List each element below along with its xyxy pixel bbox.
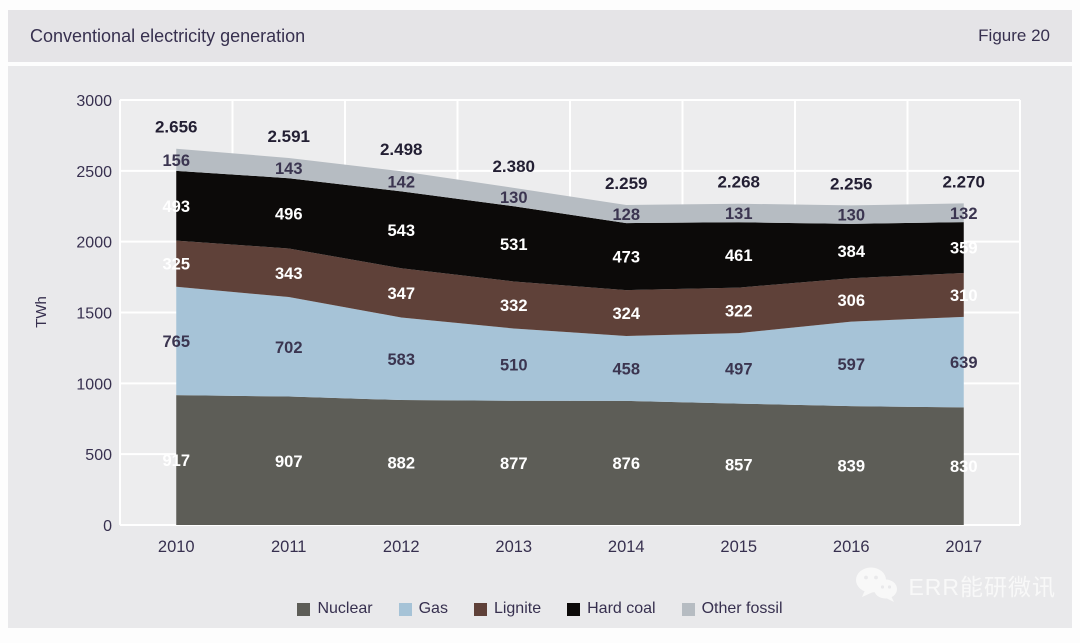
- legend-item-gas: Gas: [398, 600, 448, 618]
- area-series-hard-coal: [176, 170, 964, 291]
- total-label: 2.259: [605, 174, 648, 193]
- value-label-lignite: 347: [387, 285, 415, 303]
- value-label-nuclear: 857: [725, 456, 753, 474]
- legend-label: Hard coal: [587, 600, 656, 617]
- value-label-other-fossil: 156: [162, 152, 190, 170]
- value-label-other-fossil: 142: [387, 173, 415, 191]
- x-tick-label: 2014: [608, 538, 645, 556]
- y-tick-label: 3000: [76, 93, 112, 110]
- y-axis-unit: TWh: [33, 296, 50, 328]
- total-label: 2.268: [717, 173, 760, 192]
- y-tick-label: 1500: [76, 306, 112, 323]
- legend-label: Gas: [418, 600, 448, 617]
- y-tick-label: 2000: [76, 235, 112, 252]
- total-label: 2.498: [380, 140, 423, 159]
- legend-label: Lignite: [493, 600, 542, 617]
- wechat-icon: [856, 567, 898, 602]
- x-tick-label: 2017: [945, 538, 982, 556]
- y-tick-label: 0: [103, 518, 112, 535]
- total-label: 2.256: [830, 174, 873, 193]
- value-label-other-fossil: 130: [837, 207, 865, 225]
- total-label: 2.270: [942, 172, 985, 191]
- value-label-hard-coal: 496: [275, 205, 303, 223]
- value-label-nuclear: 830: [950, 458, 978, 476]
- area-series-nuclear: [176, 395, 964, 525]
- value-label-hard-coal: 384: [837, 243, 865, 261]
- legend-label: Other fossil: [701, 600, 783, 617]
- value-label-lignite: 310: [950, 287, 978, 305]
- value-label-gas: 458: [612, 360, 640, 378]
- legend-swatch: [398, 602, 412, 616]
- watermark-text: ERR能研微讯: [908, 574, 1056, 600]
- value-label-gas: 510: [500, 357, 528, 375]
- value-label-nuclear: 917: [162, 452, 190, 470]
- value-label-other-fossil: 130: [500, 189, 528, 207]
- area-series-lignite: [176, 240, 964, 337]
- legend-item-other-fossil: Other fossil: [681, 600, 783, 618]
- value-label-lignite: 324: [612, 305, 640, 323]
- value-label-hard-coal: 543: [387, 222, 415, 240]
- value-label-gas: 639: [950, 354, 978, 372]
- chart-panel: 3000 2500 2000 1500 1000 500 0 TWh 917 907 882 877 8…: [8, 66, 1072, 628]
- value-label-other-fossil: 128: [612, 206, 640, 224]
- chart-legend: Nuclear Gas Lignite Hard coal Other fossil: [8, 596, 1072, 622]
- legend-swatch: [297, 602, 311, 616]
- value-label-lignite: 332: [500, 297, 528, 315]
- area-series-other-fossil: [176, 148, 964, 224]
- y-tick-label: 500: [85, 447, 112, 464]
- value-label-nuclear: 876: [612, 455, 640, 473]
- value-label-nuclear: 882: [387, 455, 415, 473]
- value-label-lignite: 343: [275, 265, 303, 283]
- value-label-gas: 497: [725, 360, 753, 378]
- value-label-hard-coal: 359: [950, 240, 978, 258]
- value-label-gas: 702: [275, 339, 303, 357]
- legend-swatch: [681, 602, 695, 616]
- value-label-hard-coal: 493: [162, 198, 190, 216]
- legend-label: Nuclear: [317, 600, 373, 617]
- value-label-gas: 597: [837, 356, 865, 374]
- legend-swatch: [473, 602, 487, 616]
- value-label-other-fossil: 132: [950, 205, 978, 223]
- value-label-hard-coal: 531: [500, 236, 528, 254]
- value-label-lignite: 325: [162, 256, 190, 274]
- y-tick-label: 2500: [76, 164, 112, 181]
- area-series-gas: [176, 286, 964, 408]
- x-tick-label: 2015: [720, 538, 757, 556]
- legend-item-hard-coal: Hard coal: [567, 600, 656, 618]
- page-title: Conventional electricity generation: [30, 25, 306, 46]
- title-bar: Conventional electricity generation Figu…: [8, 10, 1072, 62]
- stacked-area-chart: 3000 2500 2000 1500 1000 500 0 TWh 917 907 882 877 8…: [33, 93, 1021, 556]
- value-label-gas: 583: [387, 351, 415, 369]
- legend-item-lignite: Lignite: [473, 600, 542, 618]
- total-label: 2.380: [492, 157, 535, 176]
- x-tick-label: 2016: [833, 538, 870, 556]
- value-label-hard-coal: 461: [725, 247, 753, 265]
- value-label-nuclear: 877: [500, 455, 528, 473]
- value-label-nuclear: 839: [837, 458, 865, 476]
- total-label: 2.656: [155, 118, 198, 137]
- legend-item-nuclear: Nuclear: [297, 600, 373, 618]
- x-tick-label: 2013: [495, 538, 532, 556]
- x-tick-label: 2010: [158, 538, 195, 556]
- total-label: 2.591: [267, 127, 310, 146]
- value-label-nuclear: 907: [275, 453, 303, 471]
- watermark: ERR能研微讯: [854, 566, 1056, 604]
- legend-swatch: [567, 602, 581, 616]
- value-label-other-fossil: 143: [275, 160, 303, 178]
- value-label-gas: 765: [162, 333, 190, 351]
- value-label-hard-coal: 473: [612, 249, 640, 267]
- y-tick-label: 1000: [76, 376, 112, 393]
- value-label-other-fossil: 131: [725, 205, 753, 223]
- x-tick-label: 2012: [383, 538, 420, 556]
- value-label-lignite: 322: [725, 302, 753, 320]
- figure-label: Figure 20: [978, 26, 1050, 45]
- value-label-lignite: 306: [837, 292, 865, 310]
- x-tick-label: 2011: [271, 538, 306, 556]
